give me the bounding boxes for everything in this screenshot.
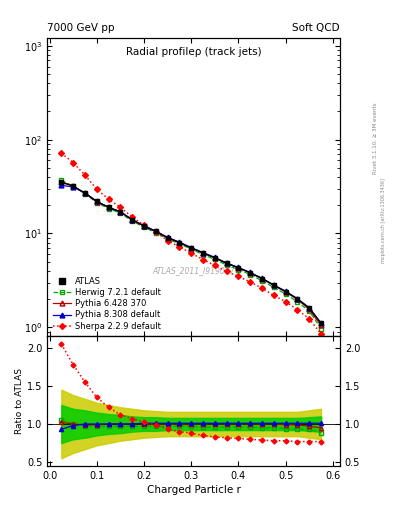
Y-axis label: Ratio to ATLAS: Ratio to ATLAS <box>15 368 24 434</box>
Text: Radial profileρ (track jets): Radial profileρ (track jets) <box>126 47 261 57</box>
Text: Soft QCD: Soft QCD <box>292 23 340 33</box>
Text: 7000 GeV pp: 7000 GeV pp <box>47 23 115 33</box>
Text: ATLAS_2011_I919017: ATLAS_2011_I919017 <box>152 266 235 275</box>
Legend: ATLAS, Herwig 7.2.1 default, Pythia 6.428 370, Pythia 8.308 default, Sherpa 2.2.: ATLAS, Herwig 7.2.1 default, Pythia 6.42… <box>51 275 162 332</box>
Text: mcplots.cern.ch [arXiv:1306.3436]: mcplots.cern.ch [arXiv:1306.3436] <box>381 178 386 263</box>
Text: Rivet 3.1.10, ≥ 3M events: Rivet 3.1.10, ≥ 3M events <box>373 102 378 174</box>
X-axis label: Charged Particle r: Charged Particle r <box>147 485 241 495</box>
